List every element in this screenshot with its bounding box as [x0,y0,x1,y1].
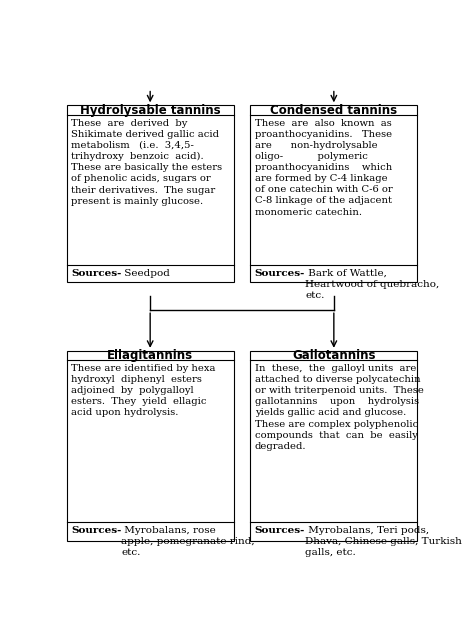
Text: Bark of Wattle,
Heartwood of quebracho,
etc.: Bark of Wattle, Heartwood of quebracho, … [305,269,439,300]
Text: In  these,  the  galloyl units  are
attached to diverse polycatechin
or with tri: In these, the galloyl units are attached… [255,364,424,451]
Bar [66,105,234,282]
Text: Sources-: Sources- [255,269,305,278]
Text: Hydrolysable tannins: Hydrolysable tannins [80,103,220,116]
Text: Ellagitannins: Ellagitannins [107,349,193,362]
Text: Sources-: Sources- [71,269,121,278]
Text: Gallotannins: Gallotannins [292,349,375,362]
Text: Myrobalans, Teri pods,
Dhava, Chinese galls, Turkish
galls, etc.: Myrobalans, Teri pods, Dhava, Chinese ga… [305,526,462,557]
Bar [250,105,418,282]
Text: These  are  also  known  as
proanthocyanidins.   These
are      non-hydrolysable: These are also known as proanthocyanidin… [255,119,392,217]
Text: Sources-: Sources- [255,526,305,535]
Text: These are identified by hexa
hydroxyl  diphenyl  esters
adjoined  by  polygalloy: These are identified by hexa hydroxyl di… [71,364,216,417]
Text: Seedpod: Seedpod [121,269,170,278]
Text: Myrobalans, rose
apple, pomegranate rind,
etc.: Myrobalans, rose apple, pomegranate rind… [121,526,255,557]
Text: These  are  derived  by
Shikimate derived gallic acid
metabolism   (i.e.  3,4,5-: These are derived by Shikimate derived g… [71,119,222,206]
Text: Sources-: Sources- [71,526,121,535]
Bar [250,351,418,542]
Bar [66,351,234,542]
Text: Condensed tannins: Condensed tannins [270,103,397,116]
